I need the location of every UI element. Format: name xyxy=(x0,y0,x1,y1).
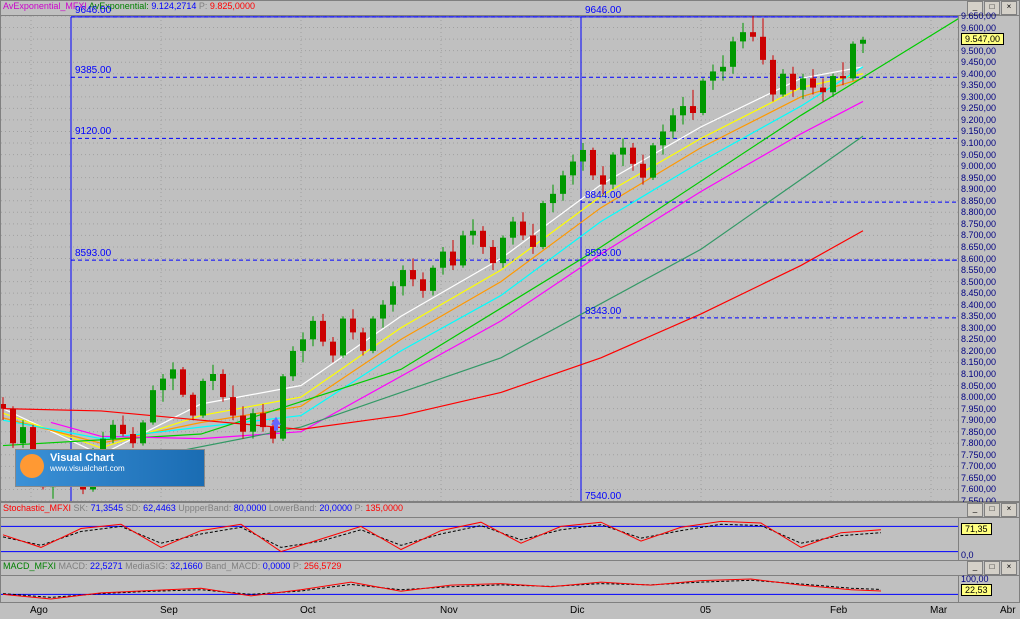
maximize-button[interactable]: □ xyxy=(984,561,1000,575)
main-chart-panel: AvExponential_MFXI AvExponential: 9.124,… xyxy=(0,0,1020,502)
minimize-button[interactable]: _ xyxy=(967,503,983,517)
stochastic-panel: Stochastic_MFXI SK: 71,3545 SD: 62,4463 … xyxy=(0,502,1020,560)
price-level-label: 8593.00 xyxy=(585,248,621,259)
price-level-label: 9120.00 xyxy=(75,126,111,137)
month-label: Dic xyxy=(570,605,584,616)
maximize-button[interactable]: □ xyxy=(984,503,1000,517)
stoch-titlebar: Stochastic_MFXI SK: 71,3545 SD: 62,4463 … xyxy=(1,503,1019,518)
month-label: 05 xyxy=(700,605,711,616)
macd-axis: 100,00 22,53 xyxy=(958,576,1019,602)
stoch-chart-area[interactable]: 71,35 0,0 xyxy=(1,518,1019,560)
minimize-button[interactable]: _ xyxy=(967,561,983,575)
month-label: Oct xyxy=(300,605,316,616)
macd-chart-area[interactable]: 100,00 22,53 xyxy=(1,576,1019,602)
price-level-label: 8343.00 xyxy=(585,306,621,317)
macd-titlebar: MACD_MFXI MACD: 22,5271 MediaSIG: 32,166… xyxy=(1,561,1019,576)
watermark-title: Visual Chart xyxy=(50,452,200,464)
watermark-url: www.visualchart.com xyxy=(50,464,200,473)
current-price-box: 9.547,00 xyxy=(961,33,1004,45)
month-label: Nov xyxy=(440,605,458,616)
watermark-logo: Visual Chart www.visualchart.com xyxy=(15,449,205,487)
visual-chart-icon xyxy=(20,454,44,478)
month-label: Mar xyxy=(930,605,947,616)
stoch-axis: 71,35 0,0 xyxy=(958,518,1019,560)
price-axis: 7.550,007.600,007.650,007.700,007.750,00… xyxy=(958,16,1019,501)
main-chart-area[interactable]: 9646.009385.009120.008844.008593.008593.… xyxy=(1,16,1019,501)
month-label: Sep xyxy=(160,605,178,616)
month-label: Ago xyxy=(30,605,48,616)
price-level-label: 8844.00 xyxy=(585,190,621,201)
main-titlebar: AvExponential_MFXI AvExponential: 9.124,… xyxy=(1,1,1019,16)
month-label: Abr xyxy=(1000,605,1016,616)
main-chart-svg xyxy=(1,16,959,501)
month-label: Feb xyxy=(830,605,847,616)
price-level-label: 9385.00 xyxy=(75,65,111,76)
macd-panel: MACD_MFXI MACD: 22,5271 MediaSIG: 32,166… xyxy=(0,560,1020,602)
close-button[interactable]: × xyxy=(1001,1,1017,15)
time-axis: Ago Sep Oct Nov Dic 05 Feb Mar Abr xyxy=(0,602,1020,619)
price-level-label: 9646.00 xyxy=(75,5,111,16)
close-button[interactable]: × xyxy=(1001,503,1017,517)
close-button[interactable]: × xyxy=(1001,561,1017,575)
price-level-label: 8593.00 xyxy=(75,248,111,259)
price-level-label: 7540.00 xyxy=(585,491,621,502)
